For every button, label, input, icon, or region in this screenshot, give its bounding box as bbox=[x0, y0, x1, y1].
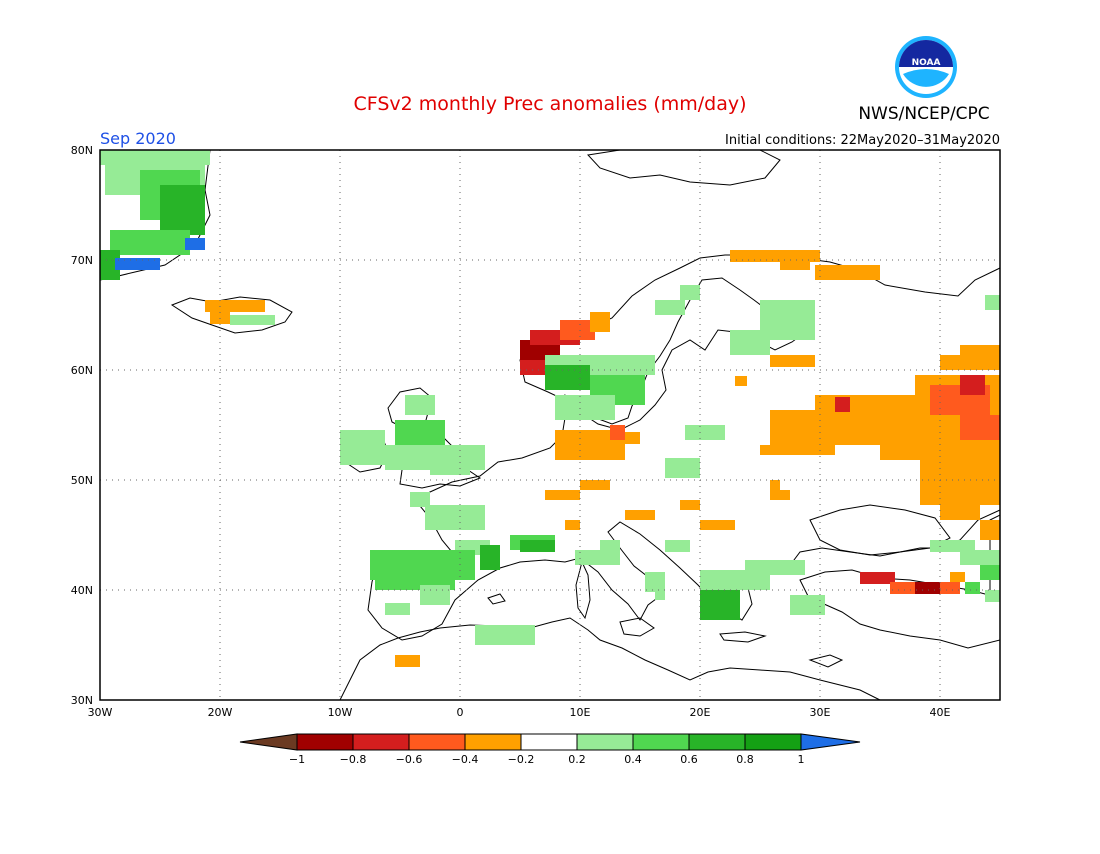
colorbar-swatch bbox=[296, 733, 354, 751]
lon-tick-labels: 30W 20W 10W 0 10E 20E 30E 40E bbox=[88, 706, 951, 719]
colorbar-tick-label: −0.8 bbox=[340, 753, 367, 766]
colorbar-tick-label: 0.6 bbox=[680, 753, 698, 766]
colorbar-swatch bbox=[688, 733, 746, 751]
colorbar-swatch bbox=[520, 733, 578, 751]
month-label: Sep 2020 bbox=[100, 129, 176, 148]
colorbar: −1 −0.8 −0.6 −0.4 −0.2 0.2 0.4 0.6 0.8 1 bbox=[239, 733, 861, 766]
colorbar-swatch bbox=[408, 733, 466, 751]
initial-conditions-label: Initial conditions: 22May2020–31May2020 bbox=[725, 133, 1000, 148]
colorbar-tick-label: 1 bbox=[798, 753, 805, 766]
logo-text: NOAA bbox=[912, 58, 941, 68]
lat-tick-label: 50N bbox=[71, 474, 93, 487]
colorbar-tick-label: −1 bbox=[289, 753, 305, 766]
colorbar-tick-label: −0.4 bbox=[452, 753, 479, 766]
colorbar-tick-label: −0.6 bbox=[396, 753, 423, 766]
colorbar-swatch bbox=[352, 733, 410, 751]
colorbar-tick-label: 0.2 bbox=[568, 753, 586, 766]
lat-tick-label: 80N bbox=[71, 144, 93, 157]
colorbar-left-arrow bbox=[239, 733, 298, 751]
anomaly-cells bbox=[100, 150, 1000, 667]
lon-tick-label: 30W bbox=[88, 706, 113, 719]
lon-tick-label: 30E bbox=[810, 706, 831, 719]
colorbar-right-arrow bbox=[800, 733, 861, 751]
lon-tick-label: 10W bbox=[328, 706, 353, 719]
lon-tick-label: 20W bbox=[208, 706, 233, 719]
map-title: CFSv2 monthly Prec anomalies (mm/day) bbox=[353, 93, 746, 115]
map-panel bbox=[99, 149, 1001, 701]
map-frame bbox=[99, 149, 1001, 701]
lon-tick-label: 40E bbox=[930, 706, 951, 719]
lat-tick-label: 70N bbox=[71, 254, 93, 267]
lat-tick-labels: 80N 70N 60N 50N 40N 30N bbox=[71, 144, 93, 707]
gridlines bbox=[100, 150, 1000, 700]
lon-tick-label: 20E bbox=[690, 706, 711, 719]
colorbar-swatch bbox=[576, 733, 634, 751]
colorbar-swatch bbox=[464, 733, 522, 751]
colorbar-tick-label: 0.8 bbox=[736, 753, 754, 766]
org-label: NWS/NCEP/CPC bbox=[858, 104, 989, 124]
colorbar-tick-label: 0.4 bbox=[624, 753, 642, 766]
noaa-logo: NOAA bbox=[895, 36, 957, 98]
colorbar-swatch bbox=[632, 733, 690, 751]
lat-tick-label: 60N bbox=[71, 364, 93, 377]
lat-tick-label: 40N bbox=[71, 584, 93, 597]
lat-tick-label: 30N bbox=[71, 694, 93, 707]
lon-tick-label: 0 bbox=[457, 706, 464, 719]
colorbar-tick-label: −0.2 bbox=[508, 753, 535, 766]
colorbar-swatch bbox=[744, 733, 802, 751]
lon-tick-label: 10E bbox=[570, 706, 591, 719]
